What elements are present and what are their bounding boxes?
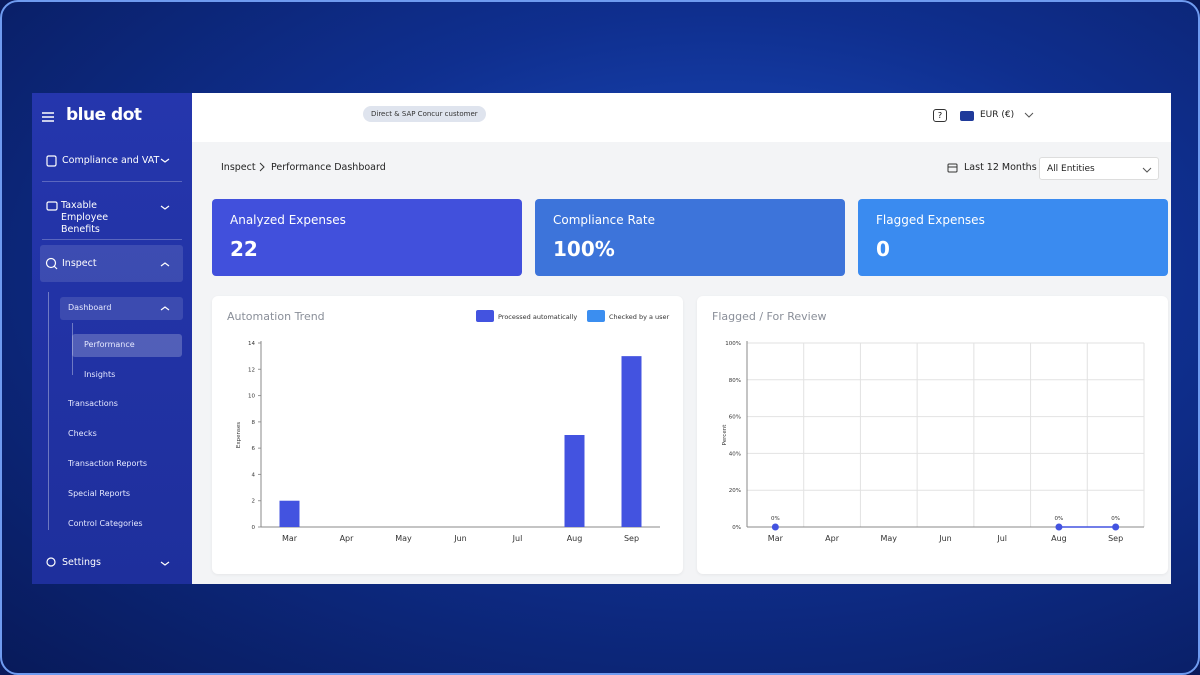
customer-badge: Direct & SAP Concur customer	[363, 106, 486, 122]
y-tick-label: 40%	[729, 451, 741, 457]
nav-item[interactable]: Control Categories	[68, 519, 143, 528]
y-tick-label: 14	[248, 341, 255, 347]
chart-title: Automation Trend	[227, 310, 325, 323]
currency[interactable]: EUR (€)	[980, 110, 1015, 120]
point	[1112, 523, 1120, 531]
x-tick-label: Apr	[340, 534, 355, 543]
bar	[621, 356, 642, 527]
period-filter[interactable]: Last 12 Months	[964, 162, 1037, 173]
x-tick-label: Sep	[624, 534, 639, 543]
value-label: 0%	[771, 516, 780, 522]
flag-icon	[960, 111, 974, 121]
nav-item[interactable]: Transactions	[68, 399, 118, 408]
chart: Flagged / For Review Percent 0% 20% 40% 60% 80…	[712, 310, 1145, 543]
nav-item[interactable]: Checks	[68, 429, 97, 438]
value-label: 0%	[1055, 516, 1064, 522]
kpi-card: Analyzed Expenses 22	[212, 199, 522, 276]
main: Direct & SAP Concur customer ? EUR (€) I…	[192, 93, 1171, 584]
nav-item[interactable]: Settings	[62, 557, 101, 568]
x-tick-label: Jun	[938, 534, 952, 543]
chart-panel: Flagged / For Review Percent 0% 20% 40% 60% 80…	[697, 296, 1168, 574]
y-tick-label: 0%	[732, 525, 741, 531]
x-tick-label: Sep	[1108, 534, 1123, 543]
legend-label: Checked by a user	[609, 313, 670, 321]
y-tick-label: 6	[252, 446, 256, 452]
x-tick-label: Aug	[1051, 534, 1067, 543]
kpi-card: Flagged Expenses 0	[858, 199, 1168, 276]
kpi-value: 22	[230, 237, 258, 261]
x-tick-label: May	[881, 534, 898, 543]
breadcrumb[interactable]: Inspect	[221, 162, 256, 173]
nav-item[interactable]: Special Reports	[68, 489, 131, 498]
x-tick-label: Jul	[512, 534, 523, 543]
top-bar	[192, 93, 1171, 142]
x-tick-label: May	[395, 534, 412, 543]
y-tick-label: 8	[252, 420, 256, 426]
nav-item[interactable]: Insights	[84, 370, 116, 379]
y-tick-label: 4	[252, 472, 256, 478]
axis-label: Percent	[722, 424, 728, 446]
y-tick-label: 0	[252, 525, 256, 531]
nav-item[interactable]: Dashboard	[68, 303, 112, 312]
kpi-value: 100%	[553, 237, 615, 261]
x-tick-label: Mar	[768, 534, 784, 543]
x-tick-label: Jul	[996, 534, 1007, 543]
kpi-value: 0	[876, 237, 890, 261]
chart-panel: Automation Trend Expenses 0 2 4 6 8 10 12 14 Mar Ap…	[212, 296, 683, 574]
kpi-label: Analyzed Expenses	[230, 213, 346, 227]
nav-item[interactable]: Performance	[84, 340, 135, 349]
x-tick-label: Mar	[282, 534, 298, 543]
nav-item[interactable]: Taxable Employee Benefits	[61, 200, 109, 235]
nav-item[interactable]: Inspect	[62, 258, 97, 269]
axis-label: Expenses	[236, 422, 242, 448]
value-label: 0%	[1111, 516, 1120, 522]
legend-swatch	[476, 310, 494, 322]
sidebar: blue dot Compliance and VAT Taxable Empl…	[32, 93, 192, 584]
x-tick-label: Aug	[567, 534, 583, 543]
y-tick-label: 60%	[729, 415, 741, 421]
menu-icon[interactable]	[41, 112, 55, 122]
y-tick-label: 2	[252, 499, 256, 505]
bar	[564, 435, 585, 527]
legend-swatch	[587, 310, 605, 322]
chart: Automation Trend Expenses 0 2 4 6 8 10 12 14 Mar Ap…	[227, 310, 670, 543]
nav-item[interactable]: Compliance and VAT	[62, 155, 160, 166]
entity-select[interactable]: All Entities	[1039, 157, 1159, 180]
y-tick-label: 10	[248, 394, 255, 400]
bar	[279, 500, 300, 527]
kpi-label: Flagged Expenses	[876, 213, 985, 227]
y-tick-label: 100%	[725, 341, 741, 347]
y-tick-label: 12	[248, 367, 255, 373]
help-icon[interactable]: ?	[933, 109, 947, 122]
legend-label: Processed automatically	[498, 313, 577, 321]
kpi-card: Compliance Rate 100%	[535, 199, 845, 276]
point	[1055, 523, 1063, 531]
x-tick-label: Apr	[825, 534, 840, 543]
nav-item[interactable]: Transaction Reports	[68, 459, 147, 468]
y-tick-label: 80%	[729, 378, 741, 384]
y-tick-label: 20%	[729, 488, 741, 494]
chart-title: Flagged / For Review	[712, 310, 826, 323]
brand: blue dot	[66, 105, 142, 125]
breadcrumb: Performance Dashboard	[271, 162, 386, 173]
sidebar-icons	[45, 155, 170, 567]
x-tick-label: Jun	[453, 534, 467, 543]
kpi-label: Compliance Rate	[553, 213, 655, 227]
point	[771, 523, 779, 531]
